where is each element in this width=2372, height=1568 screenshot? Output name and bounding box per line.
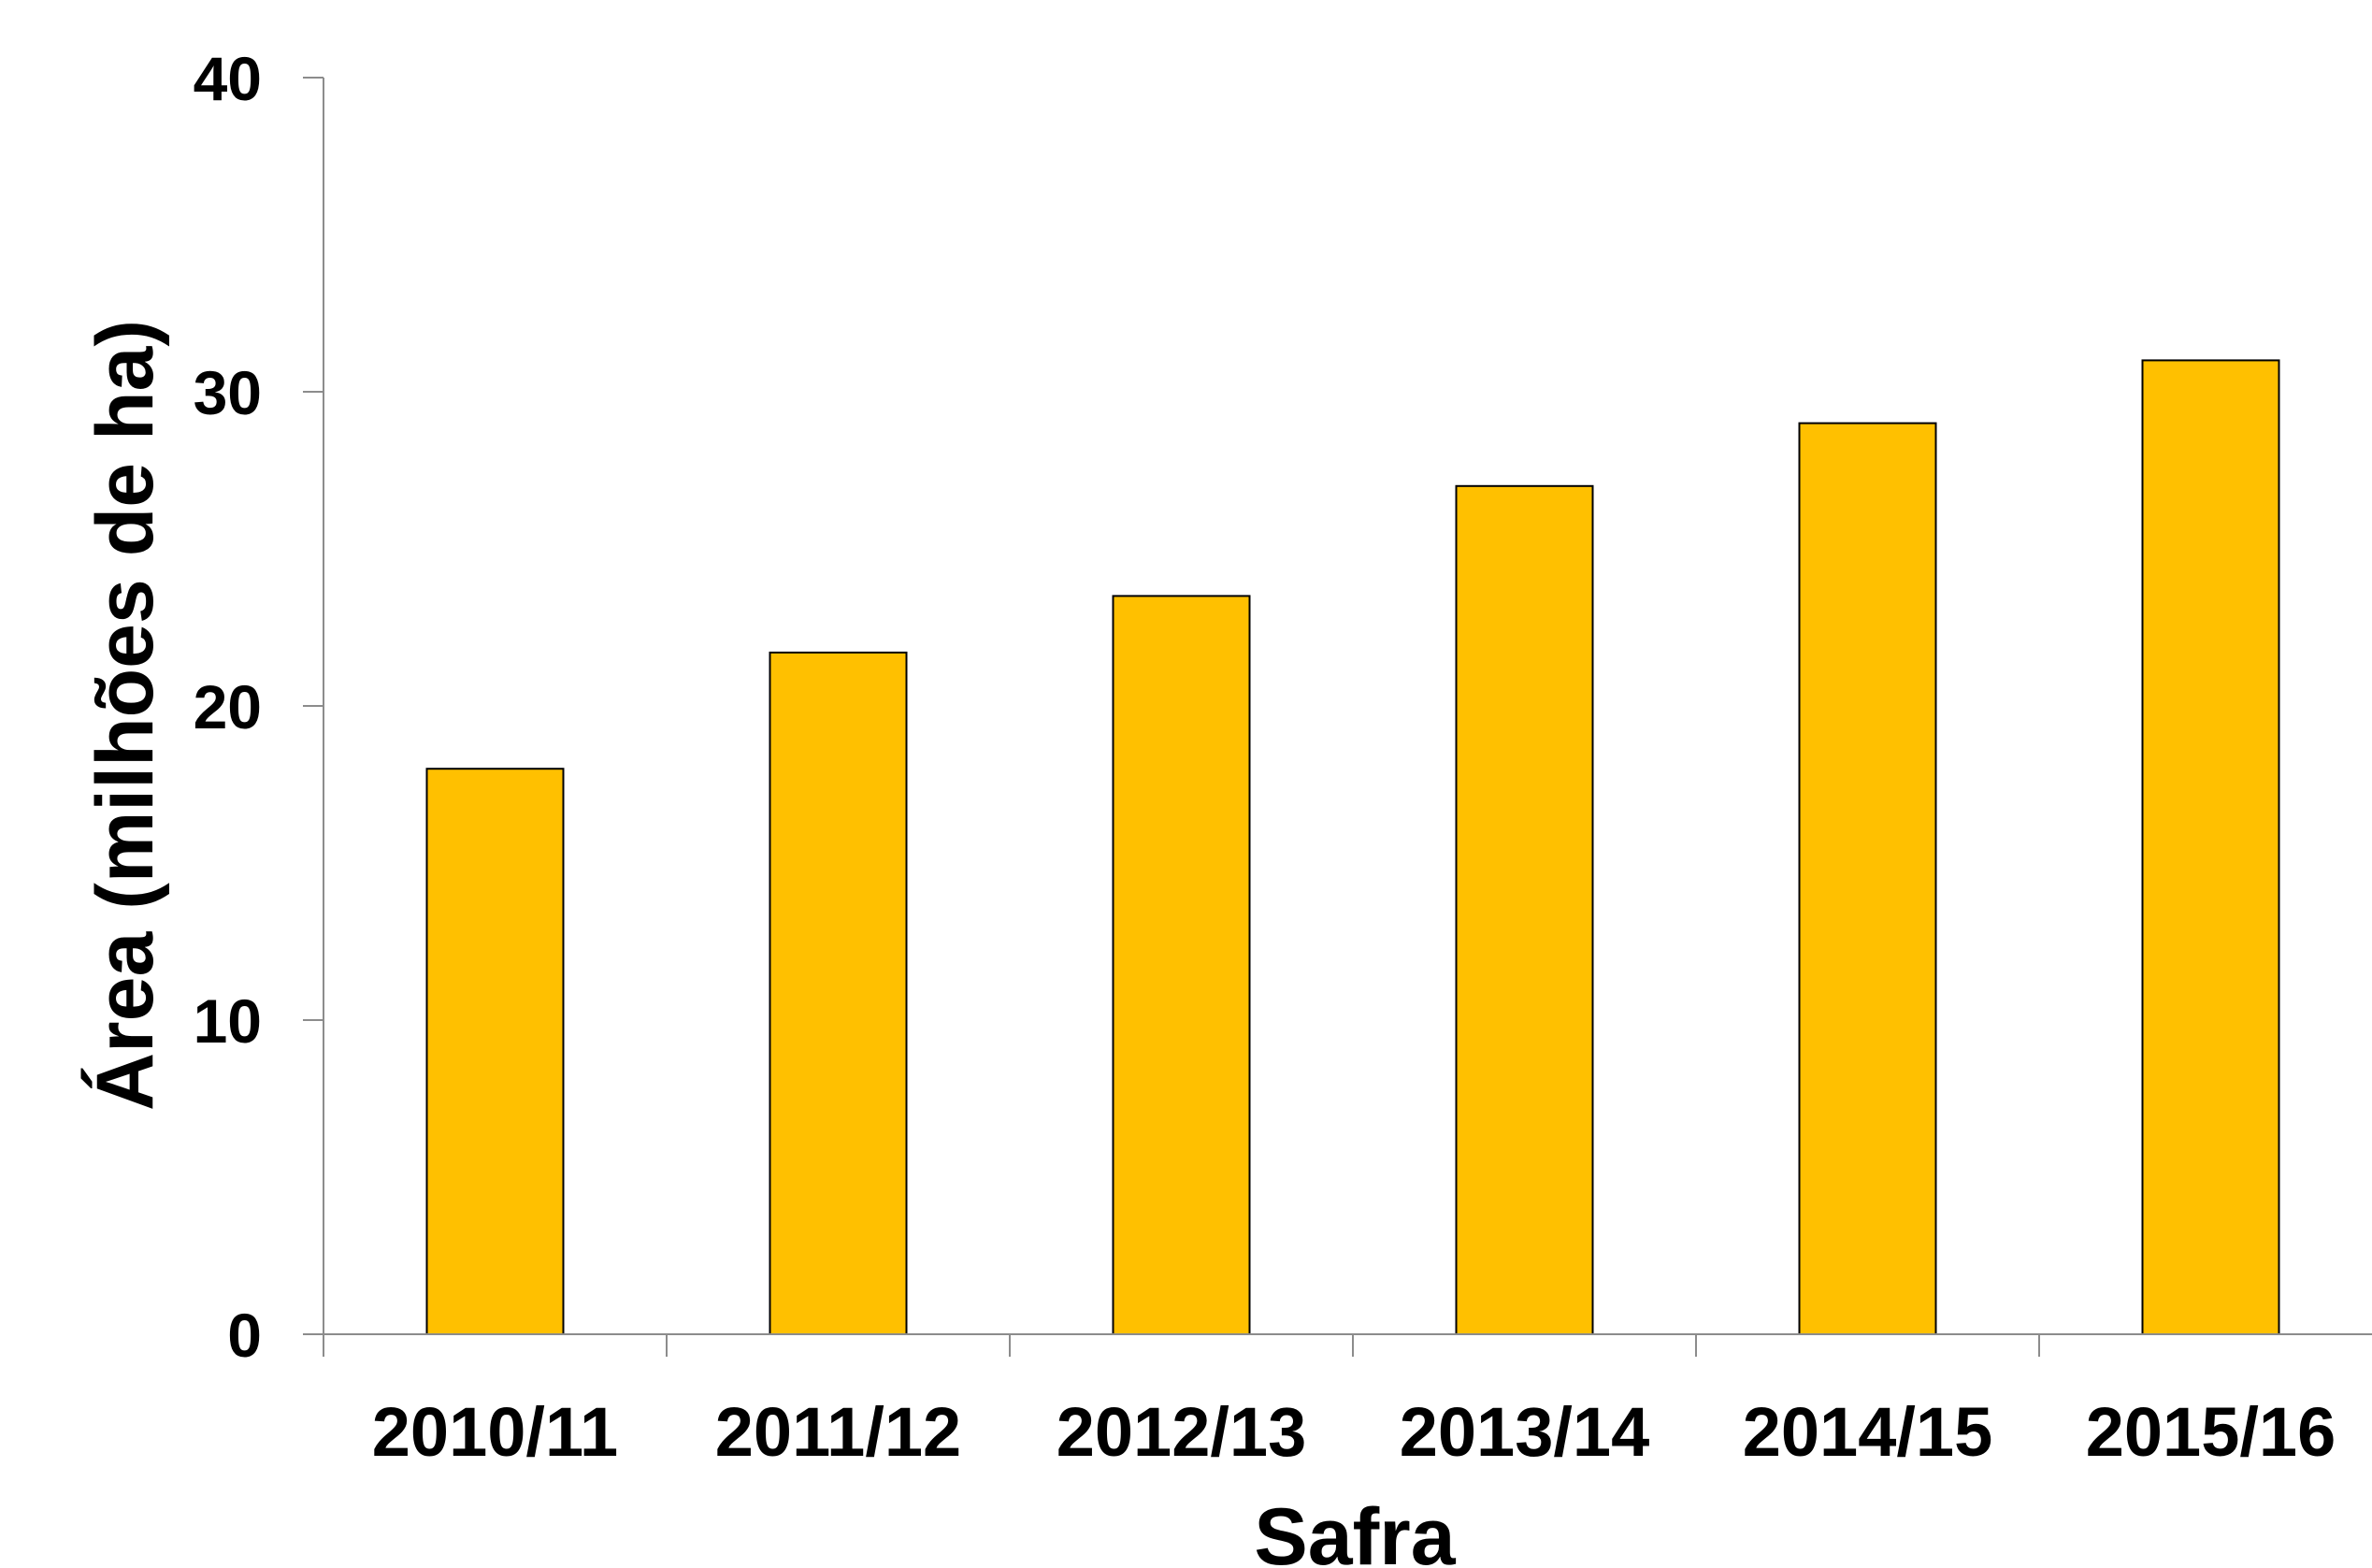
x-axis: 2010/11 2011/12 2012/13 2013/14 2014/15 2015/… [323, 1333, 2372, 1471]
y-tick-label: 40 [194, 44, 262, 113]
y-axis-title: Área (milhões de ha) [80, 320, 170, 1111]
y-tick-label: 30 [194, 358, 262, 427]
y-tick-label: 20 [194, 672, 262, 741]
x-tick-label: 2010/11 [372, 1393, 618, 1471]
bar-2015-16 [2141, 359, 2280, 1335]
bar-2014-15 [1798, 422, 1937, 1336]
x-axis-title: Safra [1254, 1492, 1456, 1568]
bar-2010-11 [425, 768, 565, 1335]
y-axis: 0 10 20 30 40 [194, 44, 324, 1370]
bar-2013-14 [1455, 484, 1594, 1335]
x-tick-label: 2014/15 [1743, 1393, 1993, 1471]
x-tick-label: 2013/14 [1400, 1393, 1650, 1471]
bar-2011-12 [769, 651, 908, 1335]
x-tick-label: 2015/16 [2086, 1393, 2336, 1471]
bar-2012-13 [1112, 595, 1251, 1335]
x-tick-label: 2011/12 [715, 1393, 961, 1471]
x-tick-label: 2012/13 [1057, 1393, 1307, 1471]
y-tick-label: 10 [194, 986, 262, 1056]
y-tick-label: 0 [227, 1301, 262, 1370]
bars-group [425, 359, 2280, 1336]
